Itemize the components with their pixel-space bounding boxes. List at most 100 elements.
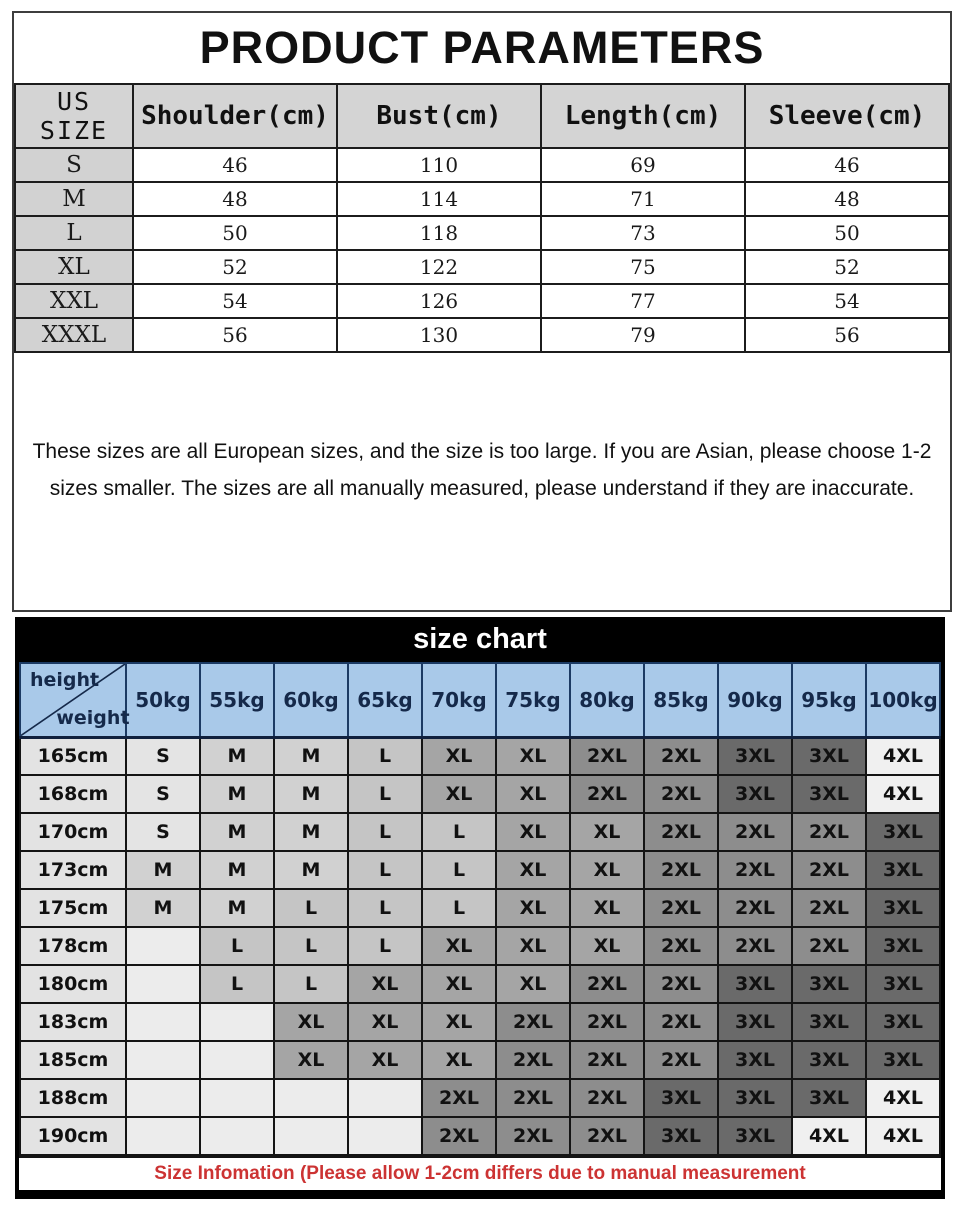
- recommended-size-cell: 3XL: [717, 1116, 793, 1156]
- recommended-size-cell: 3XL: [865, 964, 941, 1004]
- us-size-label: L: [14, 215, 134, 251]
- recommended-size-cell: M: [199, 736, 275, 776]
- measurement-value: 50: [744, 215, 950, 251]
- measurement-row: XXXL 56 130 79 56: [14, 317, 950, 353]
- empty-size-cell: [347, 1116, 423, 1156]
- measurement-row: M 48 114 71 48: [14, 181, 950, 217]
- recommended-size-cell: XL: [495, 774, 571, 814]
- recommended-size-cell: L: [273, 964, 349, 1004]
- size-chart-row: 188cm 2XL 2XL 2XL 3XL 3XL 3XL 4XL: [19, 1078, 941, 1118]
- us-size-label: M: [14, 181, 134, 217]
- measurement-value: 75: [540, 249, 746, 285]
- recommended-size-cell: 2XL: [569, 1002, 645, 1042]
- recommended-size-cell: M: [273, 774, 349, 814]
- recommended-size-cell: XL: [495, 926, 571, 966]
- empty-size-cell: [125, 1078, 201, 1118]
- measurement-value: 118: [336, 215, 542, 251]
- recommended-size-cell: 2XL: [495, 1116, 571, 1156]
- recommended-size-cell: M: [199, 850, 275, 890]
- recommended-size-cell: 3XL: [865, 850, 941, 890]
- measurement-row: XL 52 122 75 52: [14, 249, 950, 285]
- recommended-size-cell: 2XL: [643, 1040, 719, 1080]
- weight-column-header: 70kg: [421, 662, 497, 739]
- recommended-size-cell: 3XL: [717, 774, 793, 814]
- height-label: 170cm: [19, 812, 127, 852]
- recommended-size-cell: 2XL: [569, 1040, 645, 1080]
- weight-column-header: 100kg: [865, 662, 941, 739]
- recommended-size-cell: 4XL: [791, 1116, 867, 1156]
- recommended-size-cell: M: [199, 812, 275, 852]
- recommended-size-cell: 2XL: [643, 964, 719, 1004]
- measurement-value: 52: [132, 249, 338, 285]
- recommended-size-cell: XL: [347, 964, 423, 1004]
- recommended-size-cell: 3XL: [791, 1040, 867, 1080]
- measurement-value: 54: [132, 283, 338, 319]
- recommended-size-cell: 3XL: [717, 1002, 793, 1042]
- measurement-value: 50: [132, 215, 338, 251]
- measurement-value: 52: [744, 249, 950, 285]
- height-label: 168cm: [19, 774, 127, 814]
- recommended-size-cell: 2XL: [791, 850, 867, 890]
- measurement-table-body: S 46 110 69 46 M 48 114 71 48 L 50 118 73 50 XL 52 122 75 5…: [14, 147, 950, 353]
- size-chart-row: 168cm S M M L XL XL 2XL 2XL 3XL 3XL 4XL: [19, 774, 941, 814]
- measurement-value: 56: [744, 317, 950, 353]
- empty-size-cell: [125, 964, 201, 1004]
- weight-column-header: 50kg: [125, 662, 201, 739]
- measurement-value: 54: [744, 283, 950, 319]
- panel-title: PRODUCT PARAMETERS: [199, 22, 765, 73]
- height-label: 173cm: [19, 850, 127, 890]
- weight-column-header: 65kg: [347, 662, 423, 739]
- recommended-size-cell: M: [273, 736, 349, 776]
- us-size-label: S: [14, 147, 134, 183]
- size-chart-row: 178cm L L L XL XL XL 2XL 2XL 2XL 3XL: [19, 926, 941, 966]
- recommended-size-cell: L: [347, 926, 423, 966]
- recommended-size-cell: S: [125, 736, 201, 776]
- height-label: 190cm: [19, 1116, 127, 1156]
- empty-size-cell: [273, 1078, 349, 1118]
- recommended-size-cell: M: [273, 812, 349, 852]
- weight-column-header: 80kg: [569, 662, 645, 739]
- empty-size-cell: [273, 1116, 349, 1156]
- size-chart-header-row: height weight 50kg 55kg 60kg 65kg 70kg 75kg 80…: [19, 662, 941, 739]
- size-chart-panel: size chart height weight 50kg 55kg 60kg 65k…: [15, 617, 945, 1199]
- size-chart-row: 165cm S M M L XL XL 2XL 2XL 3XL 3XL 4XL: [19, 736, 941, 776]
- recommended-size-cell: XL: [421, 964, 497, 1004]
- recommended-size-cell: L: [347, 774, 423, 814]
- us-size-label: XXXL: [14, 317, 134, 353]
- measurement-value: 73: [540, 215, 746, 251]
- recommended-size-cell: XL: [569, 850, 645, 890]
- height-label: 178cm: [19, 926, 127, 966]
- recommended-size-cell: L: [347, 850, 423, 890]
- measurement-table: US SIZE Shoulder(cm) Bust(cm) Length(cm) Sle…: [14, 83, 950, 353]
- measurement-column-header: Shoulder(cm): [132, 83, 338, 149]
- recommended-size-cell: L: [199, 964, 275, 1004]
- recommended-size-cell: L: [347, 812, 423, 852]
- recommended-size-cell: L: [421, 888, 497, 928]
- recommended-size-cell: 3XL: [791, 736, 867, 776]
- recommended-size-cell: M: [125, 850, 201, 890]
- height-label: 180cm: [19, 964, 127, 1004]
- measurement-column-header: Length(cm): [540, 83, 746, 149]
- measurement-value: 110: [336, 147, 542, 183]
- recommended-size-cell: 2XL: [643, 774, 719, 814]
- corner-weight-label: weight: [56, 706, 130, 729]
- recommended-size-cell: XL: [347, 1002, 423, 1042]
- measurement-value: 46: [744, 147, 950, 183]
- recommended-size-cell: 3XL: [717, 964, 793, 1004]
- recommended-size-cell: 2XL: [495, 1002, 571, 1042]
- height-label: 175cm: [19, 888, 127, 928]
- recommended-size-cell: XL: [273, 1040, 349, 1080]
- recommended-size-cell: 2XL: [643, 736, 719, 776]
- recommended-size-cell: 4XL: [865, 774, 941, 814]
- measurement-value: 71: [540, 181, 746, 217]
- recommended-size-cell: XL: [495, 812, 571, 852]
- measurement-value: 48: [744, 181, 950, 217]
- size-chart-row: 185cm XL XL XL 2XL 2XL 2XL 3XL 3XL 3XL: [19, 1040, 941, 1080]
- recommended-size-cell: XL: [273, 1002, 349, 1042]
- empty-size-cell: [347, 1078, 423, 1118]
- diagonal-divider-line: [21, 664, 125, 736]
- recommended-size-cell: 2XL: [495, 1040, 571, 1080]
- measurement-value: 130: [336, 317, 542, 353]
- size-chart-footnote: Size Infomation (Please allow 1-2cm diff…: [19, 1156, 941, 1190]
- height-label: 183cm: [19, 1002, 127, 1042]
